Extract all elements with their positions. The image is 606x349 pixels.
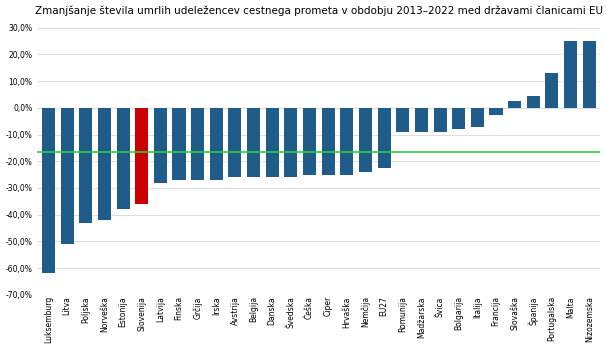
Bar [79, 108, 92, 223]
Bar [471, 108, 484, 127]
Bar [359, 108, 372, 172]
Bar [303, 108, 316, 174]
Bar [191, 108, 204, 180]
Bar [154, 108, 167, 183]
Bar [452, 108, 465, 129]
Bar [490, 108, 502, 114]
Bar [61, 108, 74, 244]
Bar [210, 108, 223, 180]
Bar [433, 108, 447, 132]
Bar [508, 101, 521, 108]
Bar [228, 108, 241, 177]
Bar [583, 41, 596, 108]
Bar [415, 108, 428, 132]
Bar [265, 108, 279, 177]
Title: Zmanjšanje števila umrlih udeležencev cestnega prometa v obdobju 2013–2022 med d: Zmanjšanje števila umrlih udeležencev ce… [35, 6, 603, 16]
Bar [527, 96, 540, 108]
Bar [396, 108, 409, 132]
Bar [322, 108, 335, 174]
Bar [564, 41, 577, 108]
Bar [98, 108, 111, 220]
Bar [42, 108, 55, 273]
Bar [341, 108, 353, 174]
Bar [545, 73, 559, 108]
Bar [247, 108, 260, 177]
Bar [173, 108, 185, 180]
Bar [135, 108, 148, 204]
Bar [116, 108, 130, 209]
Bar [284, 108, 298, 177]
Bar [378, 108, 391, 168]
